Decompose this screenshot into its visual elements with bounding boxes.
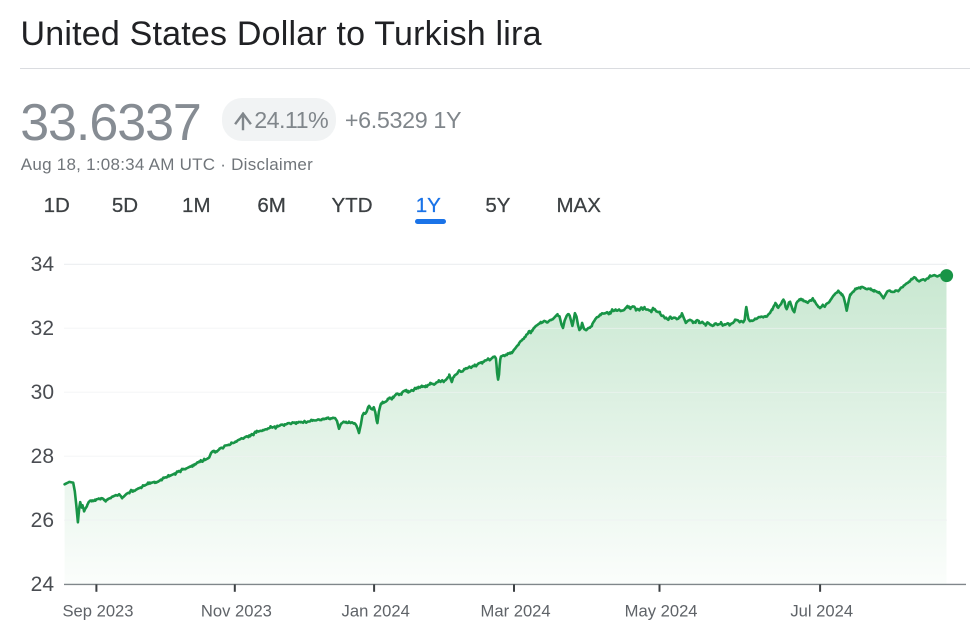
svg-text:Sep 2023: Sep 2023 xyxy=(62,601,133,620)
svg-text:34: 34 xyxy=(31,253,55,276)
svg-text:Nov 2023: Nov 2023 xyxy=(201,601,272,620)
svg-text:Jan 2024: Jan 2024 xyxy=(342,601,410,620)
svg-text:28: 28 xyxy=(31,445,54,468)
svg-text:24: 24 xyxy=(31,573,55,596)
svg-text:Mar 2024: Mar 2024 xyxy=(481,601,551,620)
svg-text:32: 32 xyxy=(31,317,54,340)
svg-text:26: 26 xyxy=(31,509,54,532)
svg-text:Jul 2024: Jul 2024 xyxy=(790,601,853,620)
svg-text:30: 30 xyxy=(31,381,54,404)
svg-text:May 2024: May 2024 xyxy=(625,601,698,620)
